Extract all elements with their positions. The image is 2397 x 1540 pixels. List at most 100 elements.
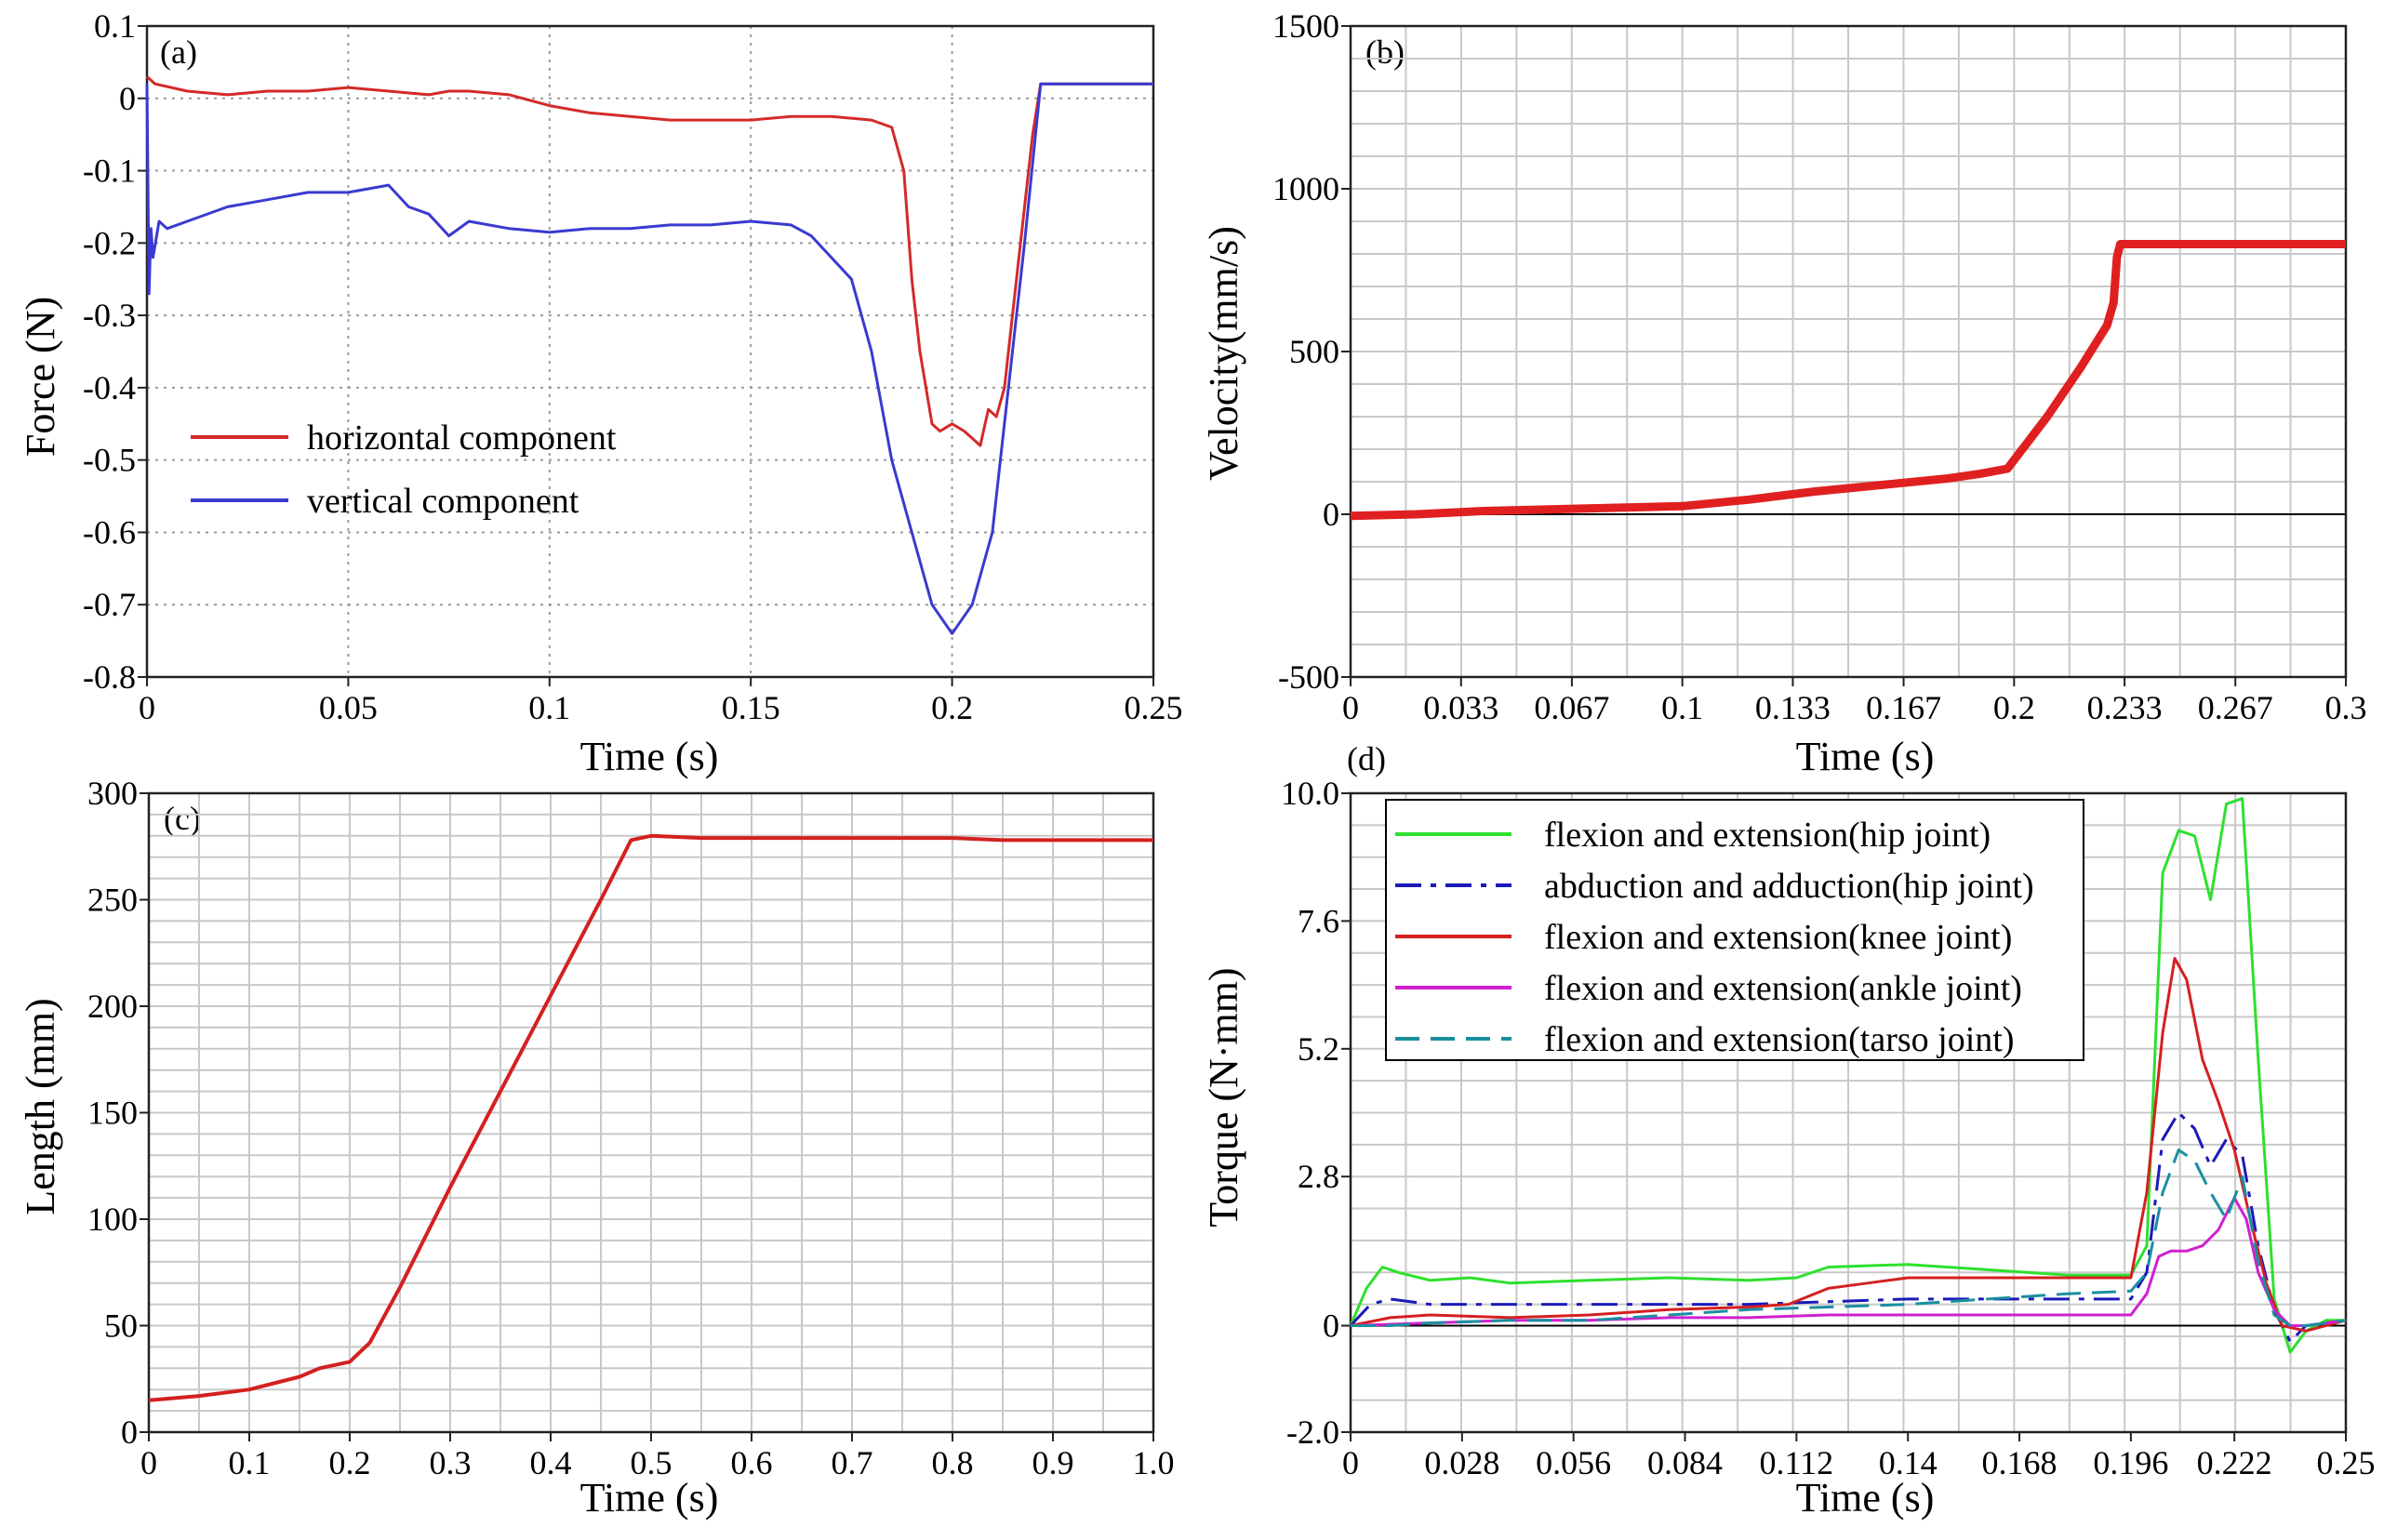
y-tick-label: -500: [1278, 658, 1339, 696]
plot-frame: [1349, 791, 2348, 1434]
y-tick-label: 0: [121, 1414, 138, 1451]
legend-label: flexion and extension(tarso joint): [1544, 1020, 2015, 1059]
x-tick-label: 0.1: [528, 689, 570, 726]
x-tick-label: 0.067: [1534, 689, 1609, 726]
y-tick-label: 0: [1323, 496, 1339, 533]
series-line-horizontal-component: [145, 75, 1153, 447]
x-tick-label: 0.168: [1982, 1444, 2057, 1481]
y-tick-label: 100: [87, 1201, 138, 1238]
y-tick-label: -0.1: [83, 153, 136, 190]
x-tick-label: 0.8: [932, 1444, 974, 1481]
panel-label-b: (b): [1365, 33, 1405, 71]
x-tick-label: 0.4: [530, 1444, 572, 1481]
x-tick-label: 0.028: [1424, 1444, 1499, 1481]
y-tick-label: -0.5: [83, 442, 136, 479]
xlabel-a: Time (s): [580, 734, 719, 779]
legend-label: abduction and adduction(hip joint): [1544, 867, 2034, 906]
x-tick-label: 0.14: [1879, 1444, 1938, 1481]
legend-label: horizontal component: [307, 418, 617, 458]
x-tick-label: 0.15: [722, 689, 780, 726]
panel-d: (d) Time (s) Torque (N·mm) 0 0.028 0.056 0.…: [1201, 740, 2376, 1520]
x-tick-label: 0.3: [430, 1444, 472, 1481]
series-line-length: [148, 833, 1153, 1402]
series-line-vertical-component: [145, 82, 1153, 635]
x-tick-label: 0: [1342, 689, 1359, 726]
y-tick-label: 0: [1323, 1308, 1339, 1345]
x-tick-label: 0.2: [1993, 689, 2035, 726]
x-tick-label: 0.2: [329, 1444, 371, 1481]
panel-b: (b) Time (s) Velocity(mm/s) 0 0.033 0.067 0…: [1201, 7, 2367, 779]
x-tick-label: 0.05: [319, 689, 378, 726]
y-tick-label: 1500: [1272, 7, 1339, 45]
x-tick-label: 0.7: [832, 1444, 873, 1481]
x-tick-label: 0.233: [2087, 689, 2163, 726]
y-tick-label: 250: [87, 882, 138, 919]
y-tick-label: 50: [104, 1308, 138, 1345]
x-tick-label: 0.056: [1536, 1444, 1611, 1481]
legend-box: [1385, 799, 2084, 1061]
y-tick-label: 10.0: [1281, 775, 1339, 812]
panel-a: (a) Time (s) Force (N) 0 0.05 0.1 0.15 0.2 0.…: [18, 7, 1183, 779]
x-tick-label: 0.25: [2317, 1444, 2376, 1481]
x-tick-label: 0: [1342, 1444, 1359, 1481]
x-tick-label: 0.1: [1661, 689, 1703, 726]
ylabel-c: Length (mm): [18, 998, 63, 1215]
x-tick-label: 0.112: [1760, 1444, 1834, 1481]
y-tick-label: -0.8: [83, 658, 136, 696]
y-tick-label: 1000: [1272, 170, 1339, 207]
y-tick-label: 2.8: [1298, 1158, 1339, 1195]
y-tick-label: -0.3: [83, 297, 136, 334]
y-tick-label: 300: [87, 775, 138, 812]
x-tick-label: 0.6: [731, 1444, 773, 1481]
ylabel-a: Force (N): [18, 297, 63, 457]
legend-label: flexion and extension(hip joint): [1544, 816, 1991, 855]
x-tick-label: 0.2: [931, 689, 973, 726]
ylabel-d: Torque (N·mm): [1201, 967, 1246, 1227]
x-tick-label: 0.1: [229, 1444, 271, 1481]
x-tick-label: 0.133: [1755, 689, 1831, 726]
xlabel-c: Time (s): [580, 1475, 719, 1520]
series-line-flexion-and-extension-tarso-joint-: [1351, 1148, 2347, 1327]
x-tick-label: 0.084: [1647, 1444, 1723, 1481]
y-tick-label: -0.2: [83, 224, 136, 261]
y-tick-label: 7.6: [1298, 902, 1339, 939]
x-tick-label: 0.267: [2198, 689, 2273, 726]
y-tick-label: 0.1: [94, 7, 136, 45]
x-tick-label: 0.9: [1032, 1444, 1074, 1481]
panel-label-d: (d): [1347, 740, 1386, 777]
x-tick-label: 0.25: [1125, 689, 1183, 726]
panel-label-a: (a): [160, 33, 197, 71]
y-tick-label: -2.0: [1286, 1414, 1339, 1451]
xlabel-d: Time (s): [1796, 1475, 1935, 1520]
y-tick-label: -0.7: [83, 586, 136, 623]
legend-label: vertical component: [307, 482, 579, 521]
xlabel-b: Time (s): [1796, 734, 1935, 779]
series-line-velocity: [1350, 240, 2346, 521]
x-tick-label: 0: [139, 689, 155, 726]
legend-label: flexion and extension(ankle joint): [1544, 969, 2022, 1008]
x-tick-label: 0.222: [2197, 1444, 2272, 1481]
x-tick-label: 0.033: [1423, 689, 1498, 726]
plot-frame: [145, 24, 1155, 679]
x-tick-label: 0.167: [1866, 689, 1941, 726]
y-tick-label: -0.4: [83, 369, 136, 406]
x-tick-label: 0.5: [631, 1444, 672, 1481]
y-tick-label: -0.6: [83, 513, 136, 551]
panel-c: (c) Time (s) Length (mm) 0 0.1 0.2 0.3 0.4 0.…: [18, 775, 1175, 1520]
x-tick-label: 0: [140, 1444, 157, 1481]
series-line-flexion-and-extension-hip-joint-: [1349, 797, 2346, 1354]
y-tick-label: 200: [87, 988, 138, 1025]
y-tick-label: 500: [1289, 333, 1339, 370]
legend-label: flexion and extension(knee joint): [1544, 918, 2012, 957]
x-tick-label: 1.0: [1133, 1444, 1175, 1481]
series-line-flexion-and-extension-knee-joint-: [1350, 957, 2347, 1333]
x-tick-label: 0.3: [2325, 689, 2367, 726]
ylabel-b: Velocity(mm/s): [1201, 226, 1246, 481]
y-tick-label: 5.2: [1298, 1030, 1339, 1068]
panel-label-c: (c): [164, 800, 201, 837]
series-line-flexion-and-extension-ankle-joint-: [1350, 1196, 2347, 1327]
x-tick-label: 0.196: [2093, 1444, 2168, 1481]
y-tick-label: 0: [119, 80, 136, 117]
y-tick-label: 150: [87, 1095, 138, 1132]
